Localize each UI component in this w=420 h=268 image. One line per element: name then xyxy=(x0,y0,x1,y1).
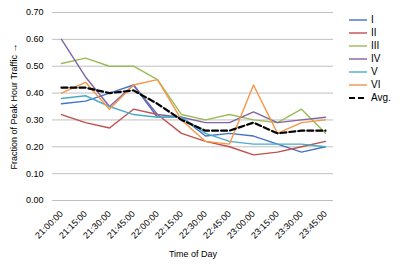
svg-text:22:15:00: 22:15:00 xyxy=(153,208,185,241)
svg-text:0.10: 0.10 xyxy=(26,169,44,179)
svg-text:0.30: 0.30 xyxy=(26,115,44,125)
svg-text:Time of Day: Time of Day xyxy=(169,249,218,259)
html-text:V: V xyxy=(371,66,378,77)
svg-text:0.60: 0.60 xyxy=(26,34,44,44)
svg-text:23:30:00: 23:30:00 xyxy=(273,208,305,241)
svg-text:0.70: 0.70 xyxy=(26,7,44,17)
svg-text:0.00: 0.00 xyxy=(26,195,44,205)
svg-text:23:00:00: 23:00:00 xyxy=(225,208,257,241)
svg-text:22:30:00: 22:30:00 xyxy=(177,208,209,241)
svg-text:23:15:00: 23:15:00 xyxy=(249,208,281,241)
html-text:Avg.: Avg. xyxy=(371,92,391,103)
html-text:II: II xyxy=(371,27,377,38)
svg-text:22:00:00: 22:00:00 xyxy=(129,208,161,241)
svg-text:23:45:00: 23:45:00 xyxy=(297,209,329,241)
svg-text:21:30:00: 21:30:00 xyxy=(81,208,113,241)
svg-text:Fraction of Peak Hour Traffic: Fraction of Peak Hour Traffic → xyxy=(9,44,19,170)
svg-text:21:15:00: 21:15:00 xyxy=(57,208,89,241)
svg-text:21:45:00: 21:45:00 xyxy=(105,208,137,241)
html-text:III: III xyxy=(371,40,380,51)
html-text:VI: VI xyxy=(371,79,381,90)
svg-text:0.20: 0.20 xyxy=(26,142,44,152)
html-text:I: I xyxy=(371,14,374,25)
svg-text:0.50: 0.50 xyxy=(26,61,44,71)
svg-text:21:00:00: 21:00:00 xyxy=(33,208,65,241)
html-text:IV: IV xyxy=(371,53,381,64)
svg-text:0.40: 0.40 xyxy=(26,88,44,98)
svg-text:22:45:00: 22:45:00 xyxy=(201,208,233,241)
